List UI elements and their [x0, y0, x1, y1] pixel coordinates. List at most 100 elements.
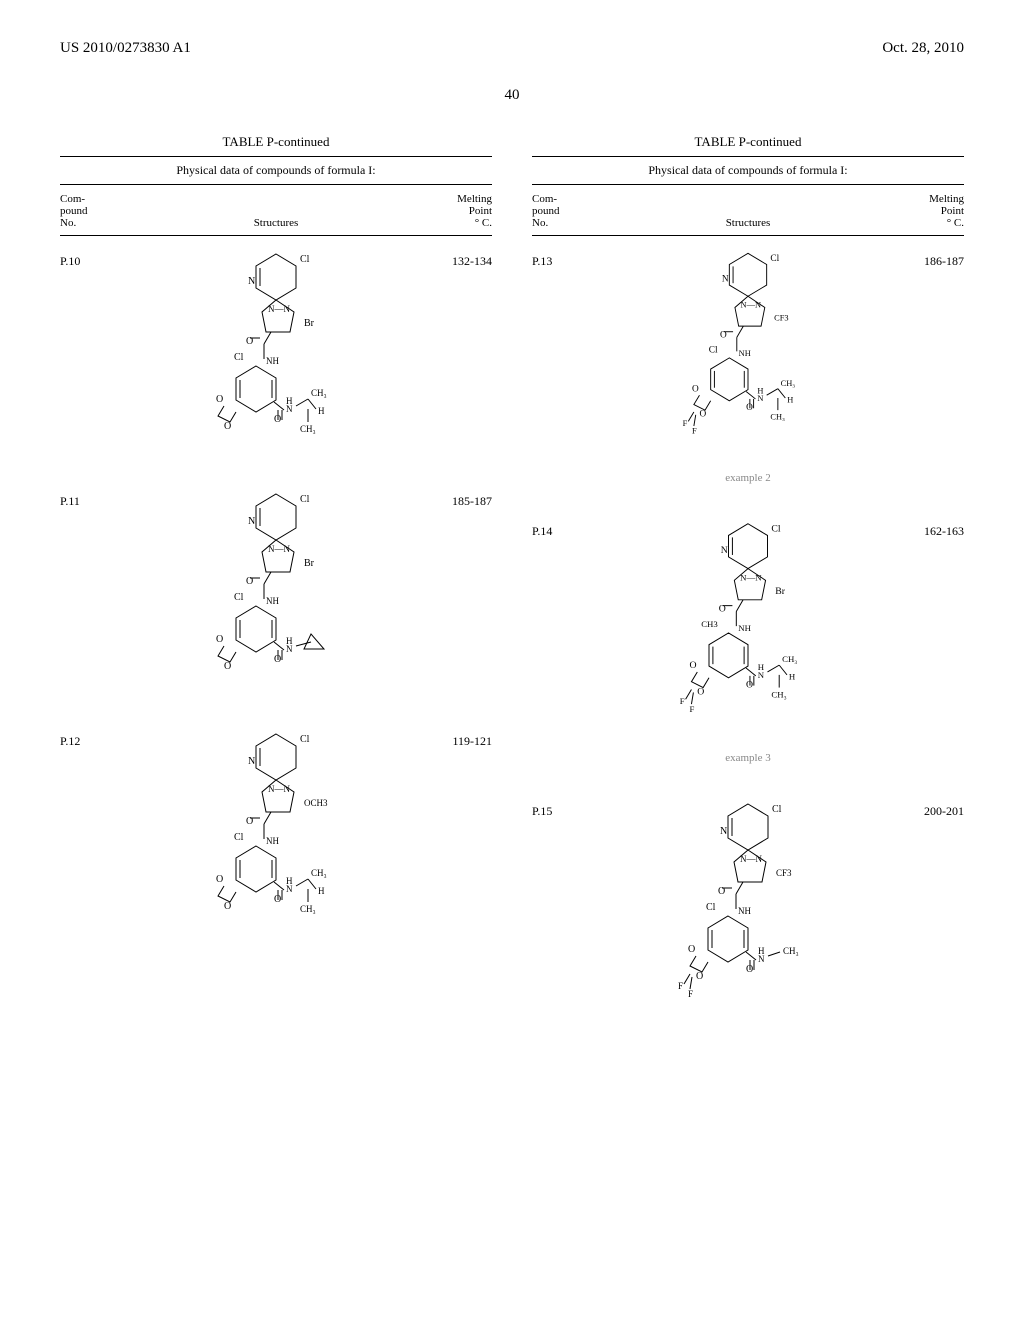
svg-text:OCH3: OCH3 — [304, 798, 328, 808]
table-row: P.12 N Cl N—N OCH3 — [60, 724, 492, 934]
svg-text:CH₃: CH₃ — [781, 379, 796, 388]
svg-text:N—N: N—N — [268, 304, 290, 314]
svg-text:O: O — [216, 394, 223, 405]
svg-text:O: O — [224, 901, 231, 912]
svg-text:Cl: Cl — [770, 254, 779, 264]
chemical-structure: N Cl N—N Br O N H Cl — [120, 244, 432, 454]
svg-text:O: O — [699, 410, 706, 420]
melting-point: 186-187 — [904, 244, 964, 269]
col-header-structure: Structures — [120, 193, 432, 229]
svg-text:NH: NH — [266, 836, 279, 846]
svg-text:H: H — [318, 886, 325, 896]
table-subtitle-left: Physical data of compounds of formula I: — [60, 156, 492, 185]
svg-text:CH₃: CH₃ — [770, 412, 785, 421]
example-label: example 3 — [725, 752, 771, 764]
svg-text:F: F — [680, 696, 685, 706]
svg-text:H: H — [787, 396, 793, 405]
svg-text:Cl: Cl — [234, 592, 244, 603]
table-row: P.11 N Cl N—N Br — [60, 484, 492, 694]
melting-point: 200-201 — [904, 794, 964, 819]
svg-text:N: N — [757, 394, 763, 403]
svg-text:O: O — [697, 686, 704, 697]
svg-text:Cl: Cl — [300, 734, 310, 745]
melting-point: 119-121 — [432, 724, 492, 749]
chemical-structure: N Cl N—N Br O NH CH3 — [592, 514, 904, 764]
compound-number: P.10 — [60, 244, 120, 269]
chemical-structure: N Cl N—N CF3 O NH Cl — [592, 244, 904, 484]
svg-text:N: N — [248, 756, 255, 767]
svg-text:F: F — [692, 426, 697, 435]
chemical-structure: N Cl N—N Br O NH Cl — [120, 484, 432, 694]
col-header-compound: Com- pound No. — [532, 193, 592, 229]
svg-text:CF3: CF3 — [774, 314, 788, 323]
svg-text:CH3: CH3 — [701, 619, 718, 629]
svg-text:N: N — [286, 884, 293, 894]
table-header-right: Com- pound No. Structures Melting Point … — [532, 185, 964, 236]
svg-text:O: O — [719, 604, 726, 615]
compound-number: P.11 — [60, 484, 120, 509]
compound-number: P.14 — [532, 514, 592, 539]
svg-text:Cl: Cl — [772, 804, 782, 815]
svg-text:F: F — [690, 704, 695, 714]
svg-text:N—N: N—N — [268, 544, 290, 554]
compound-number: P.13 — [532, 244, 592, 269]
content-columns: TABLE P-continued Physical data of compo… — [60, 134, 964, 1054]
svg-text:O: O — [216, 874, 223, 885]
svg-text:CH₃: CH₃ — [782, 654, 797, 664]
svg-text:O: O — [224, 421, 231, 432]
svg-text:CH₃: CH₃ — [783, 946, 799, 956]
svg-text:N: N — [720, 826, 727, 837]
melting-point: 162-163 — [904, 514, 964, 539]
table-row: P.13 N Cl N—N CF3 — [532, 244, 964, 484]
svg-text:N: N — [286, 404, 293, 414]
svg-text:Cl: Cl — [706, 902, 716, 913]
svg-text:Br: Br — [775, 586, 786, 597]
chemical-structure: N Cl N—N OCH3 O NH Cl — [120, 724, 432, 934]
svg-text:CH₃: CH₃ — [771, 689, 786, 699]
svg-text:N—N: N—N — [740, 572, 762, 582]
col-header-melting: Melting Point ° C. — [432, 193, 492, 229]
svg-text:CH₃: CH₃ — [311, 388, 327, 398]
table-row: P.14 N Cl N—N Br — [532, 514, 964, 764]
svg-text:Br: Br — [304, 318, 315, 329]
example-label: example 2 — [725, 472, 771, 484]
svg-text:O: O — [688, 944, 695, 955]
right-column: TABLE P-continued Physical data of compo… — [532, 134, 964, 1054]
svg-text:Cl: Cl — [234, 832, 244, 843]
table-header-left: Com- pound No. Structures Melting Point … — [60, 185, 492, 236]
table-row: P.15 N Cl N—N CF3 — [532, 794, 964, 1024]
svg-text:Cl: Cl — [300, 494, 310, 505]
svg-text:O: O — [690, 660, 697, 671]
svg-text:CH₃: CH₃ — [311, 868, 327, 878]
svg-text:N: N — [721, 545, 728, 556]
compound-number: P.12 — [60, 724, 120, 749]
svg-text:Cl: Cl — [709, 345, 718, 355]
left-column: TABLE P-continued Physical data of compo… — [60, 134, 492, 1054]
col-header-compound: Com- pound No. — [60, 193, 120, 229]
svg-text:NH: NH — [738, 906, 751, 916]
svg-text:N: N — [248, 516, 255, 527]
compound-number: P.15 — [532, 794, 592, 819]
melting-point: 185-187 — [432, 484, 492, 509]
svg-text:N: N — [248, 276, 255, 287]
svg-text:N: N — [758, 670, 765, 680]
svg-text:Br: Br — [304, 558, 315, 569]
svg-text:H: H — [789, 672, 796, 682]
svg-text:O: O — [692, 384, 699, 394]
svg-text:F: F — [678, 981, 683, 991]
publication-date: Oct. 28, 2010 — [882, 40, 964, 57]
svg-text:NH: NH — [738, 623, 751, 633]
svg-text:Cl: Cl — [300, 254, 310, 265]
svg-text:F: F — [688, 989, 693, 999]
svg-text:CH₃: CH₃ — [300, 424, 316, 434]
col-header-structure: Structures — [592, 193, 904, 229]
table-title-right: TABLE P-continued — [532, 134, 964, 150]
svg-text:O: O — [224, 661, 231, 672]
svg-text:Cl: Cl — [234, 352, 244, 363]
col-header-melting: Melting Point ° C. — [904, 193, 964, 229]
svg-text:NH: NH — [266, 596, 279, 606]
svg-text:H: H — [318, 406, 325, 416]
svg-text:CF3: CF3 — [776, 868, 792, 878]
table-row: P.10 N Cl N—N Br — [60, 244, 492, 454]
melting-point: 132-134 — [432, 244, 492, 269]
